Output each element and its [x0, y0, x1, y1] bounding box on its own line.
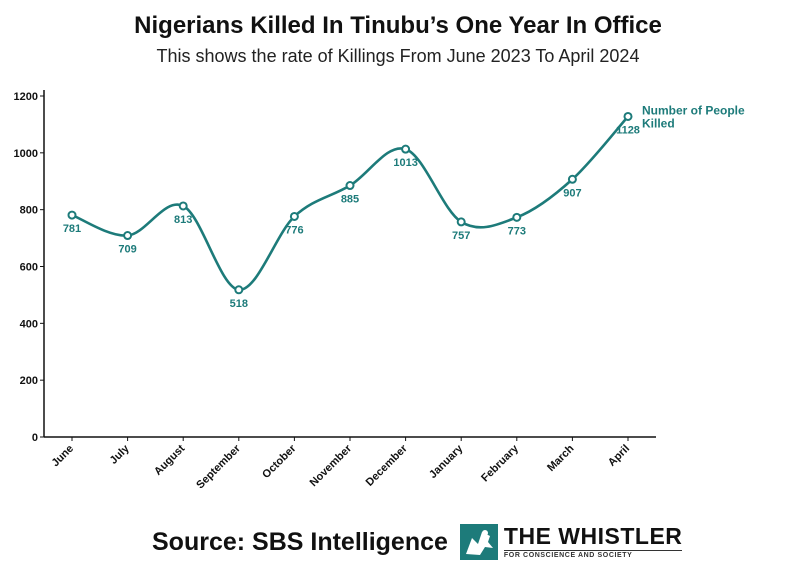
data-point: [345, 181, 355, 191]
x-tick-label: March: [545, 442, 577, 474]
y-tick-label: 0: [32, 432, 38, 444]
plot-area: 781 709 813 518 776 885 1013 757 773 907 1128Numbe…: [63, 103, 745, 309]
x-tick-label: December: [364, 442, 411, 489]
y-tick-label: 1000: [14, 148, 38, 160]
x-tick-label: September: [194, 442, 243, 491]
line-chart: 0 200 400 600 800 1000 1200 June July August Sept…: [14, 90, 745, 491]
logo-name: THE WHISTLER: [503, 523, 683, 549]
data-point: [567, 174, 577, 184]
data-label: 1013: [393, 157, 417, 169]
x-tick-label: October: [260, 442, 299, 481]
y-tick-label: 600: [20, 262, 38, 274]
y-tick-label: 800: [20, 205, 38, 217]
series-name-label: Number of People Killed: [642, 103, 745, 130]
data-point: [512, 212, 522, 222]
x-tick-label: July: [108, 442, 133, 467]
data-label: 885: [341, 194, 359, 206]
x-tick-label: June: [49, 443, 76, 470]
data-point: [456, 217, 466, 227]
x-tick-label: August: [152, 442, 188, 478]
y-axis: 0 200 400 600 800 1000 1200: [14, 90, 45, 444]
y-tick-label: 400: [20, 318, 38, 330]
x-tick-label: April: [606, 443, 632, 469]
data-point: [123, 231, 133, 241]
x-tick-label: November: [308, 442, 355, 489]
chart-subtitle: This shows the rate of Killings From Jun…: [156, 46, 640, 66]
logo-tagline: FOR CONSCIENCE AND SOCIETY: [503, 550, 683, 559]
data-label: 773: [508, 225, 526, 237]
x-axis: June July August September October November De…: [44, 436, 656, 491]
data-label: 709: [118, 244, 136, 256]
footer: Source: SBS Intelligence THE WHISTLER FO…: [152, 522, 683, 562]
whistler-logo-icon: [459, 524, 498, 560]
data-label: 518: [230, 298, 248, 310]
data-label: 776: [285, 224, 303, 236]
y-tick-label: 1200: [14, 91, 38, 103]
data-label: 907: [563, 187, 581, 199]
source-credit: Source: SBS Intelligence: [152, 527, 448, 556]
whistler-logo: THE WHISTLER FOR CONSCIENCE AND SOCIETY: [459, 523, 683, 560]
data-point: [234, 285, 244, 295]
y-tick-label: 200: [20, 375, 38, 387]
data-label: 813: [174, 214, 192, 226]
data-label: 757: [452, 230, 470, 242]
data-label: 781: [63, 223, 81, 235]
x-tick-label: January: [427, 442, 466, 481]
data-point: [178, 201, 188, 211]
data-point: [67, 210, 77, 220]
data-point: [401, 144, 411, 154]
data-label: 1128: [616, 124, 640, 136]
x-tick-label: February: [479, 442, 521, 484]
data-point: [289, 211, 299, 221]
data-point: [623, 111, 633, 121]
chart-title: Nigerians Killed In Tinubu’s One Year In…: [134, 12, 662, 39]
